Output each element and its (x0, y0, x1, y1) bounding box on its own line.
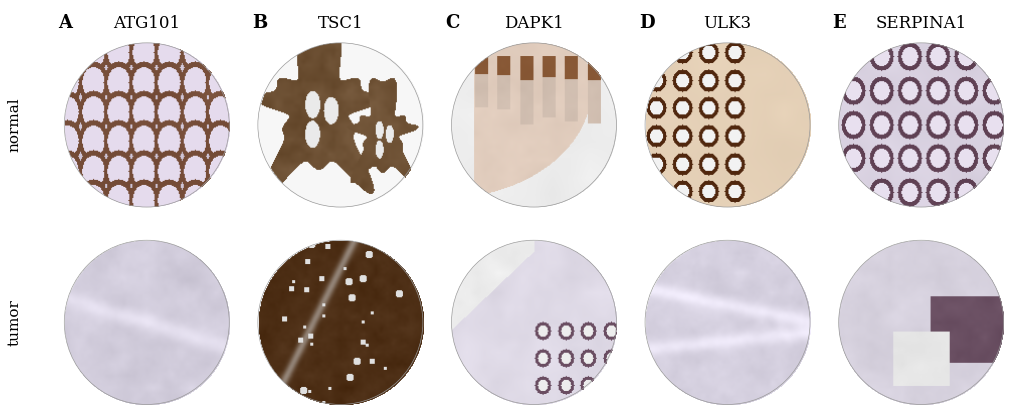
Text: SERPINA1: SERPINA1 (874, 15, 966, 32)
Text: normal: normal (7, 97, 21, 152)
Text: TSC1: TSC1 (317, 15, 363, 32)
Text: C: C (445, 13, 460, 32)
Text: DAPK1: DAPK1 (503, 15, 564, 32)
Text: D: D (638, 13, 654, 32)
Text: A: A (58, 13, 72, 32)
Text: ULK3: ULK3 (703, 15, 751, 32)
Text: E: E (832, 13, 846, 32)
Text: ATG101: ATG101 (113, 15, 180, 32)
Text: B: B (252, 13, 267, 32)
Text: tumor: tumor (7, 299, 21, 346)
